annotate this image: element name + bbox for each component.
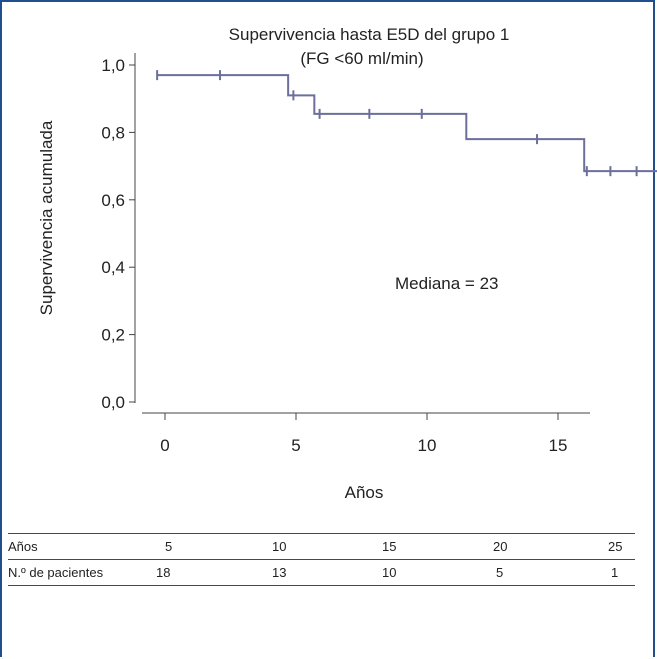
y-tick-label: 0,2 — [101, 326, 125, 345]
chart-title-line1: Supervivencia hasta E5D del grupo 1 — [229, 25, 510, 44]
y-axis-label: Supervivencia acumulada — [37, 120, 56, 315]
patients-cell: 1 — [611, 565, 619, 580]
y-tick-label: 0,6 — [101, 191, 125, 210]
x-tick-label: 0 — [160, 436, 169, 455]
year-cell: 20 — [493, 539, 508, 554]
plot-area — [156, 70, 657, 177]
patients-cell: 18 — [156, 565, 171, 580]
year-cell: 10 — [272, 539, 287, 554]
y-ticks: 0,0 0,2 0,4 0,6 0,8 1,0 — [101, 56, 135, 412]
x-axis-label: Años — [345, 483, 384, 502]
survival-chart: Supervivencia hasta E5D del grupo 1 (FG … — [37, 25, 657, 502]
risk-table-patients-row: N.º de pacientes 18 13 10 5 1 — [8, 560, 635, 586]
survival-step-line — [157, 74, 657, 173]
year-cell: 15 — [382, 539, 397, 554]
patients-cell: 10 — [382, 565, 397, 580]
x-ticks: 051015202530 — [160, 413, 568, 455]
risk-table: Años 5 10 15 20 25 N.º de pacientes 18 1… — [8, 533, 635, 586]
x-tick-label: 5 — [291, 436, 300, 455]
years-row-label: Años — [8, 539, 38, 554]
patients-cell: 5 — [496, 565, 504, 580]
y-tick-label: 0,8 — [101, 123, 125, 142]
median-annotation: Mediana = 23 — [395, 274, 499, 293]
x-tick-label: 10 — [418, 436, 437, 455]
x-tick-label: 15 — [549, 436, 568, 455]
patients-cell: 13 — [272, 565, 287, 580]
y-tick-label: 0,0 — [101, 393, 125, 412]
y-tick-label: 1,0 — [101, 56, 125, 75]
risk-table-years-row: Años 5 10 15 20 25 — [8, 533, 635, 560]
year-cell: 5 — [165, 539, 173, 554]
y-tick-label: 0,4 — [101, 258, 125, 277]
year-cell: 25 — [608, 539, 623, 554]
patients-row-label: N.º de pacientes — [8, 565, 104, 580]
chart-title-line2: (FG <60 ml/min) — [300, 49, 423, 68]
